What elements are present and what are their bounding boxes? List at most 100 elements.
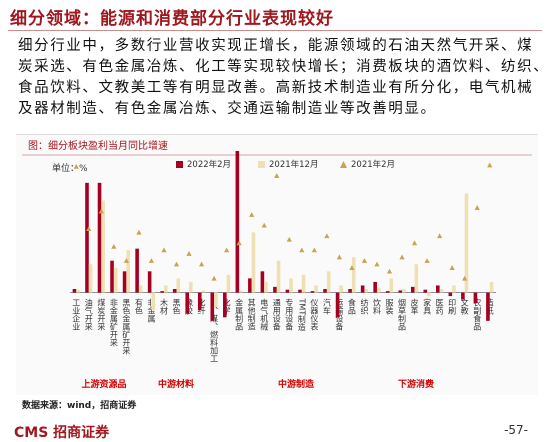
bar <box>185 292 190 314</box>
chart-title: 图：细分板块盈利当月同比增速 <box>28 139 168 152</box>
bar <box>298 289 302 293</box>
paragraph-line: 炭采选、有色金属冶炼、化工等实现较快增长；消费板块的酒饮料、纺织、 <box>18 59 550 75</box>
bar <box>348 289 352 293</box>
bar <box>264 281 268 293</box>
triangle-marker <box>186 251 192 256</box>
triangle-marker <box>274 173 280 178</box>
bar <box>226 274 231 293</box>
bar <box>385 291 390 293</box>
bar <box>461 292 465 300</box>
paragraph-line: 细分行业中，多数行业营收实现正增长，能源领域的石油天然气开采、煤 <box>18 38 534 54</box>
triangle-marker <box>73 163 79 169</box>
triangle-marker <box>173 261 180 267</box>
x-tick-label: 电气机械 <box>260 298 269 332</box>
footer: CMS 招商证券 -57- <box>0 420 550 442</box>
paragraph: 细分行业中，多数行业营收实现正增长，能源领域的石油天然气开采、煤 炭采选、有色金属… <box>18 36 550 120</box>
bar <box>126 250 130 293</box>
triangle-marker <box>286 236 292 242</box>
bar <box>427 292 431 297</box>
bar <box>135 248 139 293</box>
bar <box>423 289 428 293</box>
bar <box>373 281 377 293</box>
bar <box>201 290 206 293</box>
bar <box>147 271 152 293</box>
bar <box>113 267 118 293</box>
bar <box>76 289 80 293</box>
x-tick-label: 家具 <box>423 298 432 316</box>
logo: CMS 招商证券 <box>14 425 110 441</box>
x-tick-label: 非金属 <box>147 298 156 324</box>
triangle-marker <box>161 247 167 253</box>
bar <box>410 286 415 293</box>
triangle-marker <box>123 258 129 263</box>
chart-panel: 图：细分板块盈利当月同比增速 单位：% 2022年2月 2021年12月 2021年… <box>16 134 538 395</box>
paragraph-line: 及器材制造、有色金属冶炼、交通运输制造业等改善明显。 <box>18 101 437 117</box>
bar <box>439 289 444 293</box>
bar <box>85 182 89 293</box>
bar <box>402 289 406 293</box>
bar <box>276 260 281 293</box>
triangle-marker <box>249 212 255 217</box>
triangle-marker <box>349 265 355 270</box>
x-tick-label: 文教 <box>460 298 469 316</box>
slide-title: 细分领域：能源和消费部分行业表现较好 <box>10 9 334 29</box>
bar <box>163 285 168 293</box>
bar <box>414 264 419 293</box>
bar <box>214 292 218 307</box>
unit-label: 单位：% <box>52 162 88 174</box>
bar <box>176 278 181 293</box>
x-tick-label: 食品 <box>347 298 356 316</box>
title-rule <box>8 30 542 31</box>
x-tick-label: 木材 <box>159 298 168 315</box>
x-tick-label: 黑色金属矿开采 <box>122 299 131 356</box>
x-tick-label: 农副食品 <box>473 298 482 332</box>
bar <box>389 278 394 293</box>
triangle-marker <box>437 233 443 239</box>
x-tick-label: 皮革 <box>410 298 419 316</box>
triangle-marker <box>148 258 155 263</box>
bar <box>376 287 381 293</box>
triangle-marker <box>361 258 368 263</box>
bar <box>323 289 327 293</box>
x-tick-label: 黑色 <box>172 299 181 315</box>
triangle-marker <box>474 205 480 210</box>
bar <box>489 281 494 293</box>
x-tick-label: 煤炭开采 <box>97 298 106 332</box>
bar <box>260 271 265 293</box>
bar <box>172 289 177 293</box>
triangle-marker <box>86 226 92 232</box>
bar <box>248 278 252 293</box>
triangle-marker <box>399 254 405 260</box>
bar <box>486 292 490 321</box>
group-label: 下游消费 <box>398 378 434 390</box>
bar <box>122 271 127 293</box>
triangle-marker <box>299 247 305 253</box>
bar <box>239 290 243 293</box>
triangle-marker <box>449 265 455 270</box>
x-tick-label: 服装 <box>385 299 394 316</box>
bar <box>335 292 340 318</box>
bar <box>436 285 440 293</box>
bar <box>210 292 215 321</box>
triangle-marker <box>261 222 267 228</box>
triangle-marker <box>487 162 493 168</box>
x-tick-label: 油气开采 <box>84 298 93 332</box>
bar <box>452 285 456 293</box>
x-tick-label: 纺织 <box>360 298 369 316</box>
group-label: 上游资源品 <box>81 378 126 390</box>
bar <box>72 289 77 293</box>
bar <box>326 271 331 293</box>
triangle-marker <box>211 275 217 281</box>
legend-marker <box>176 161 183 168</box>
x-tick-label: 烟草制品 <box>398 299 407 332</box>
x-tick-label: TMT制造 <box>297 298 306 333</box>
bar <box>310 291 315 293</box>
bar <box>251 232 256 293</box>
bar <box>223 292 227 318</box>
x-tick-label: 油、煤、燃料加工 <box>210 298 219 363</box>
x-tick-label: 印刷 <box>448 299 457 316</box>
source: 数据来源：wind，招商证券 <box>22 401 137 411</box>
bar <box>448 292 453 297</box>
triangle-marker <box>224 247 230 253</box>
